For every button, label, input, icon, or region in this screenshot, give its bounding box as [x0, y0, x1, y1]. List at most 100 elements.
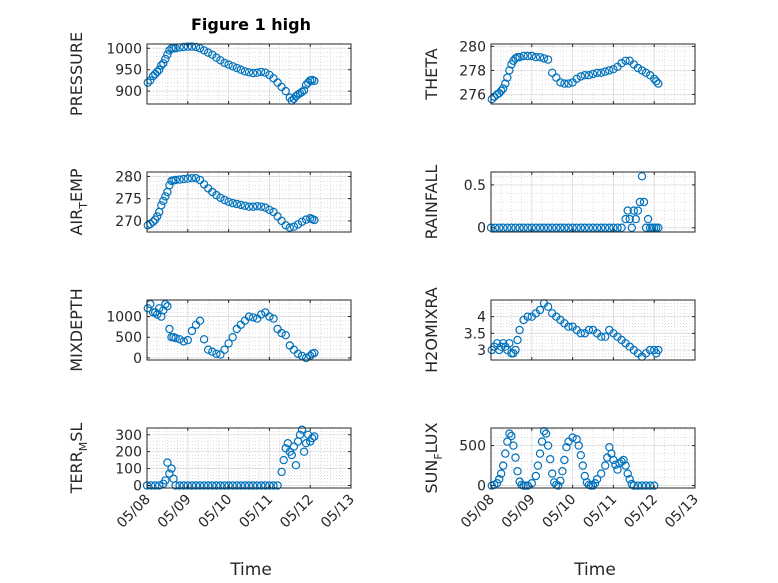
data-point: [283, 439, 292, 448]
data-point: [171, 481, 180, 490]
data-point: [310, 215, 319, 225]
data-point: [232, 63, 241, 73]
data-point: [560, 455, 569, 465]
x-tick-label: 05/12: [277, 492, 317, 532]
data-point: [556, 78, 565, 87]
y-tick-label: 0: [477, 479, 486, 495]
data-point: [576, 72, 586, 81]
minor-grid: [490, 172, 696, 232]
data-point: [216, 193, 225, 202]
data-point: [171, 333, 180, 343]
data-point: [289, 442, 299, 451]
data-point: [601, 332, 610, 341]
y-tick-label: 1000: [106, 41, 142, 57]
data-point: [179, 337, 188, 346]
data-point: [511, 54, 520, 63]
data-point: [228, 62, 237, 71]
data-point: [562, 443, 571, 452]
y-tick-label: 0: [133, 478, 142, 494]
data-point: [497, 469, 506, 478]
data-point: [154, 304, 164, 313]
data-point: [301, 215, 311, 224]
series-air_temp: [143, 173, 319, 232]
data-point: [248, 481, 258, 490]
subplot-rainfall: 0 0.5 RAINFALL: [422, 165, 696, 239]
data-point: [515, 223, 524, 232]
data-point: [167, 464, 176, 473]
y-tick-label: 500: [115, 330, 142, 346]
data-point: [543, 441, 553, 450]
data-point: [597, 223, 606, 232]
data-point: [159, 59, 168, 68]
data-point: [220, 195, 229, 205]
data-point: [584, 325, 594, 335]
data-point: [625, 475, 634, 484]
data-point: [501, 449, 510, 458]
subplot-theta: 276 278 280 THETA: [422, 39, 696, 105]
x-tick-label: 05/10: [196, 492, 236, 532]
data-point: [232, 481, 241, 490]
y-tick-label: 278: [459, 63, 486, 79]
data-point: [487, 94, 496, 104]
data-point: [543, 223, 553, 232]
data-point: [165, 181, 174, 190]
subplot-pressure: 900 950 1000 PRESSURE: [67, 32, 352, 116]
data-point: [236, 65, 245, 74]
y-tick-label: 500: [459, 439, 486, 455]
data-point: [171, 44, 180, 53]
data-point: [580, 223, 590, 232]
data-point: [287, 450, 296, 460]
data-point: [633, 63, 643, 73]
data-point: [240, 481, 250, 490]
series-pressure: [143, 42, 319, 105]
data-point: [564, 79, 573, 88]
axes-box: [490, 299, 696, 361]
data-point: [183, 42, 192, 51]
data-point: [248, 68, 258, 78]
data-point: [277, 467, 286, 477]
data-point: [523, 223, 532, 232]
y-tick-label: 0: [133, 351, 142, 367]
data-point: [297, 425, 307, 434]
data-point: [548, 469, 557, 478]
data-point: [253, 68, 262, 77]
data-point: [560, 223, 569, 232]
y-tick-label: 100: [115, 462, 142, 478]
data-point: [537, 437, 547, 446]
data-point: [240, 67, 250, 76]
x-tick-label: 05/11: [580, 492, 620, 532]
data-point: [605, 223, 614, 232]
data-point: [635, 197, 645, 207]
data-point: [216, 56, 225, 65]
data-point: [556, 223, 565, 232]
data-point: [301, 439, 311, 448]
data-point: [633, 481, 643, 490]
data-point: [621, 214, 630, 224]
data-point: [183, 174, 192, 183]
subplot-mixdepth: 0 500 1000 MIXDEPTH: [67, 288, 352, 372]
data-point: [187, 326, 197, 336]
y-axis-label: THETA: [422, 48, 441, 100]
data-point: [629, 481, 639, 490]
data-point: [564, 223, 573, 232]
y-tick-label: 0.5: [464, 178, 486, 194]
y-axis-label: MIXDEPTH: [67, 288, 86, 371]
y-tick-label: 200: [115, 445, 142, 461]
data-point: [543, 55, 553, 64]
data-point: [535, 223, 545, 232]
data-point: [574, 441, 583, 450]
data-point: [143, 304, 152, 313]
data-point: [633, 206, 643, 215]
data-point: [621, 461, 630, 470]
data-point: [511, 223, 520, 232]
data-point: [295, 430, 305, 439]
data-point: [187, 173, 197, 183]
data-point: [220, 58, 229, 68]
data-point: [531, 53, 541, 62]
data-point: [203, 481, 213, 490]
data-point: [584, 70, 594, 80]
data-point: [232, 199, 241, 209]
data-point: [507, 431, 516, 441]
data-point: [578, 461, 588, 470]
